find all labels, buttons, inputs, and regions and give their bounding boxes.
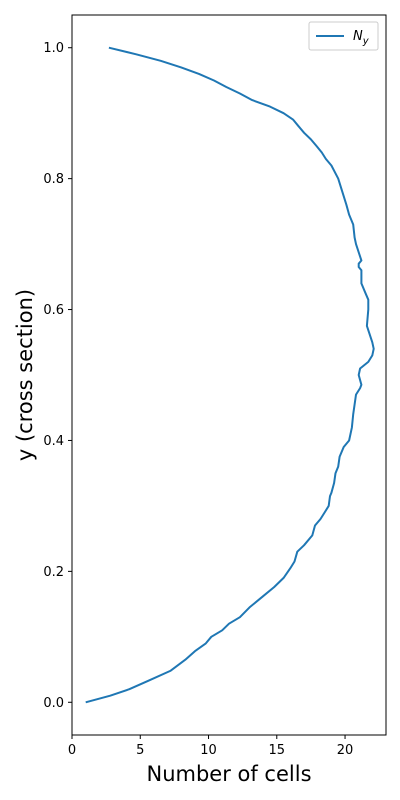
x-axis-label: Number of cells [146,762,311,786]
y-tick-label: 0.2 [43,565,64,580]
y-tick-label: 0.4 [43,434,64,449]
y-axis-label: y (cross section) [13,289,37,461]
x-tick-label: 5 [136,743,144,758]
y-tick-label: 0.0 [43,696,64,711]
x-axis: 0 5 10 15 20 [68,735,353,758]
series-layer [85,46,375,704]
x-tick-label: 10 [200,743,217,758]
x-tick-label: 0 [68,743,76,758]
y-axis: 0.0 0.2 0.4 0.6 0.8 1.0 [43,41,72,711]
y-tick-label: 0.8 [43,172,64,187]
legend: Ny [308,21,379,51]
y-tick-label: 1.0 [43,41,64,56]
x-tick-label: 15 [269,743,286,758]
y-tick-label: 0.6 [43,303,64,318]
plot-area [72,15,386,735]
x-tick-label: 20 [337,743,354,758]
series-line-0 [85,46,375,704]
plot-frame [71,14,387,736]
